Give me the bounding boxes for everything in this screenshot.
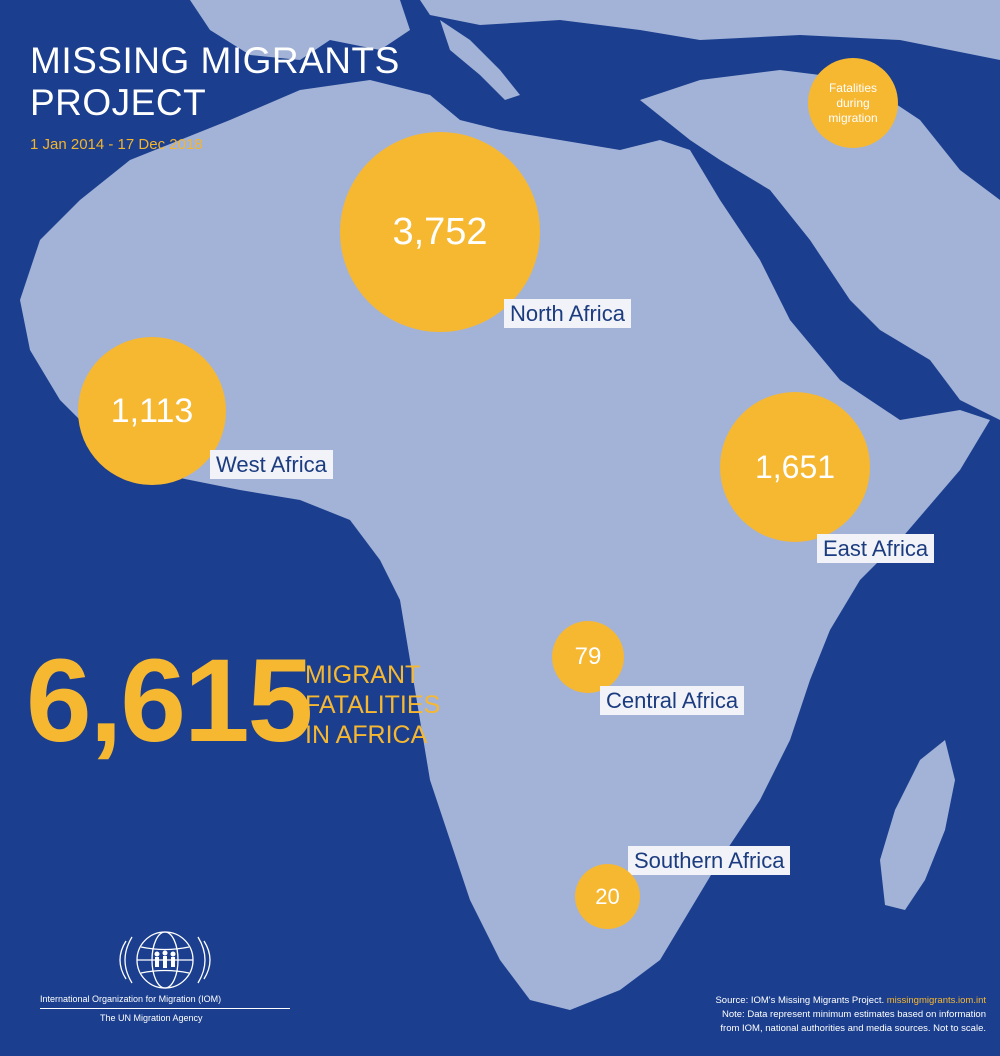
value-central-africa: 79 (574, 643, 602, 670)
middle-east-landmass (640, 70, 1000, 420)
total-caption-line-1: MIGRANT (305, 661, 421, 689)
label-north-africa: North Africa (504, 299, 631, 328)
label-west-africa: West Africa (210, 450, 333, 479)
value-west-africa: 1,113 (110, 391, 194, 430)
total-fatalities-caption: MIGRANT FATALITIES IN AFRICA (305, 660, 440, 750)
bubble-east-africa: 1,651 (720, 392, 870, 542)
italy-landmass (440, 20, 520, 100)
value-southern-africa: 20 (595, 883, 620, 909)
source-note: Source: IOM's Missing Migrants Project. … (646, 994, 986, 1036)
madagascar-landmass (880, 740, 955, 910)
legend-line-2: during (836, 95, 870, 110)
europe-landmass (190, 0, 410, 60)
value-north-africa: 3,752 (392, 210, 488, 253)
divider (40, 1008, 290, 1009)
iom-logo-icon (119, 931, 211, 989)
total-caption-line-2: FATALITIES (305, 691, 441, 719)
label-east-africa: East Africa (817, 534, 935, 563)
europe-east-landmass (420, 0, 1000, 60)
bubble-north-africa: 3,752 (340, 132, 540, 332)
bubble-central-africa: 79 (552, 621, 624, 693)
total-fatalities-number: 6,615 (26, 635, 313, 767)
value-east-africa: 1,651 (754, 448, 836, 485)
source-note-line-1: Note: Data represent minimum estimates b… (721, 1009, 986, 1020)
legend-line-1: Fatalities (828, 80, 877, 95)
source-note-line-2: from IOM, national authorities and media… (720, 1023, 986, 1034)
organization-agency: The UN Migration Agency (100, 1013, 203, 1023)
label-central-africa: Central Africa (600, 686, 745, 715)
legend-line-3: migration (828, 110, 878, 125)
source-url-link[interactable]: missingmigrants.iom.int (886, 995, 986, 1006)
legend-bubble: Fatalities during migration (808, 58, 898, 148)
bubble-southern-africa: 20 (575, 864, 640, 929)
date-range: 1 Jan 2014 - 17 Dec 2018 (30, 136, 203, 153)
title-line-2: PROJECT (30, 82, 207, 123)
africa-landmass (20, 80, 990, 1010)
title-line-1: MISSING MIGRANTS (30, 40, 400, 81)
label-southern-africa: Southern Africa (628, 846, 791, 875)
source-prefix: Source: IOM's Missing Migrants Project. (715, 995, 887, 1006)
page-title: MISSING MIGRANTS PROJECT (30, 40, 400, 124)
organization-name: International Organization for Migration… (40, 994, 222, 1004)
total-caption-line-3: IN AFRICA (305, 721, 428, 749)
bubble-west-africa: 1,113 (78, 337, 226, 485)
